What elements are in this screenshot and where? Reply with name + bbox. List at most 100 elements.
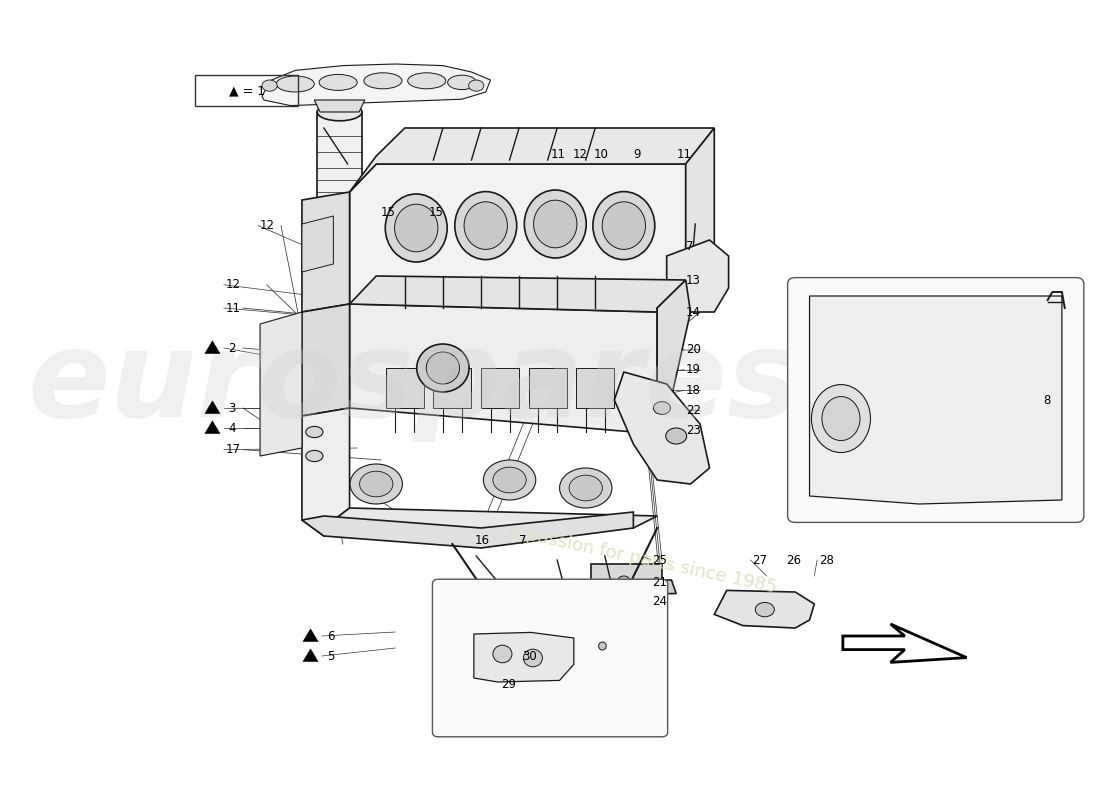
Ellipse shape [350, 464, 403, 504]
Text: 12: 12 [572, 148, 587, 161]
Text: 11: 11 [226, 302, 241, 314]
Text: 26: 26 [785, 554, 801, 566]
Ellipse shape [562, 591, 572, 601]
Text: 12: 12 [260, 219, 275, 232]
Ellipse shape [688, 276, 700, 284]
Polygon shape [810, 296, 1062, 504]
Text: 13: 13 [685, 274, 701, 286]
Text: 4: 4 [229, 422, 236, 434]
Text: 7: 7 [519, 534, 527, 546]
Polygon shape [634, 280, 691, 440]
Ellipse shape [483, 460, 536, 500]
Text: eurospares: eurospares [28, 326, 801, 442]
Ellipse shape [385, 194, 448, 262]
Polygon shape [350, 276, 685, 312]
Ellipse shape [493, 467, 526, 493]
Text: 12: 12 [226, 278, 241, 291]
Polygon shape [205, 341, 220, 354]
Text: 23: 23 [685, 424, 701, 437]
Ellipse shape [756, 602, 774, 617]
Ellipse shape [534, 200, 576, 248]
Text: ▲ = 1: ▲ = 1 [229, 84, 265, 98]
Text: 14: 14 [685, 306, 701, 318]
Ellipse shape [448, 75, 476, 90]
Polygon shape [302, 629, 318, 642]
Polygon shape [302, 192, 350, 312]
Text: 16: 16 [474, 534, 490, 546]
FancyBboxPatch shape [788, 278, 1084, 522]
Polygon shape [572, 580, 676, 594]
Polygon shape [714, 590, 814, 628]
Polygon shape [317, 112, 362, 256]
Polygon shape [302, 512, 634, 548]
Text: 11: 11 [676, 148, 691, 161]
Text: 10: 10 [593, 148, 608, 161]
Ellipse shape [524, 650, 542, 667]
Text: 27: 27 [752, 554, 768, 566]
Polygon shape [302, 408, 350, 524]
Text: 5: 5 [327, 650, 334, 662]
Text: 24: 24 [652, 595, 668, 608]
Text: 28: 28 [820, 554, 834, 566]
Text: 29: 29 [500, 678, 516, 690]
Polygon shape [350, 164, 685, 312]
Ellipse shape [417, 344, 469, 392]
Polygon shape [260, 312, 302, 456]
Polygon shape [205, 401, 220, 414]
Ellipse shape [364, 73, 402, 89]
Polygon shape [657, 128, 714, 312]
Text: 17: 17 [226, 443, 241, 456]
Ellipse shape [360, 471, 393, 497]
Text: 11: 11 [550, 148, 565, 161]
Text: 18: 18 [685, 384, 701, 397]
Polygon shape [315, 100, 365, 112]
Ellipse shape [588, 596, 660, 620]
Ellipse shape [317, 103, 362, 121]
Text: 30: 30 [521, 650, 537, 662]
Ellipse shape [464, 202, 507, 250]
Polygon shape [302, 649, 318, 662]
Ellipse shape [666, 428, 686, 444]
Ellipse shape [306, 426, 323, 438]
Text: 8: 8 [1043, 394, 1050, 406]
Polygon shape [350, 128, 714, 192]
Polygon shape [205, 421, 220, 434]
Ellipse shape [525, 190, 586, 258]
Text: 2: 2 [229, 342, 236, 354]
Polygon shape [302, 304, 350, 416]
Ellipse shape [822, 397, 860, 441]
Text: 15: 15 [381, 206, 396, 218]
Polygon shape [302, 508, 657, 536]
Text: 19: 19 [685, 363, 701, 376]
Text: 22: 22 [685, 404, 701, 417]
Ellipse shape [592, 605, 657, 624]
Text: a passion for parts since 1985: a passion for parts since 1985 [508, 523, 778, 597]
Ellipse shape [306, 450, 323, 462]
Text: 6: 6 [327, 630, 334, 642]
Polygon shape [481, 368, 519, 408]
Polygon shape [529, 368, 566, 408]
Ellipse shape [493, 645, 512, 662]
Ellipse shape [505, 591, 515, 601]
Ellipse shape [595, 588, 652, 604]
Ellipse shape [276, 76, 315, 92]
Ellipse shape [395, 204, 438, 252]
Ellipse shape [262, 80, 277, 91]
Polygon shape [474, 632, 574, 682]
Ellipse shape [609, 591, 619, 601]
Polygon shape [262, 64, 491, 106]
Ellipse shape [653, 402, 671, 414]
Text: 3: 3 [229, 402, 236, 414]
Ellipse shape [593, 192, 654, 259]
Polygon shape [614, 372, 710, 484]
Text: 7: 7 [685, 240, 693, 253]
Ellipse shape [812, 385, 870, 453]
Polygon shape [350, 304, 657, 432]
Polygon shape [433, 368, 472, 408]
Text: 15: 15 [429, 206, 443, 218]
Ellipse shape [602, 202, 646, 250]
Text: 25: 25 [652, 554, 668, 566]
Ellipse shape [569, 475, 603, 501]
Polygon shape [386, 368, 424, 408]
Polygon shape [667, 240, 728, 312]
